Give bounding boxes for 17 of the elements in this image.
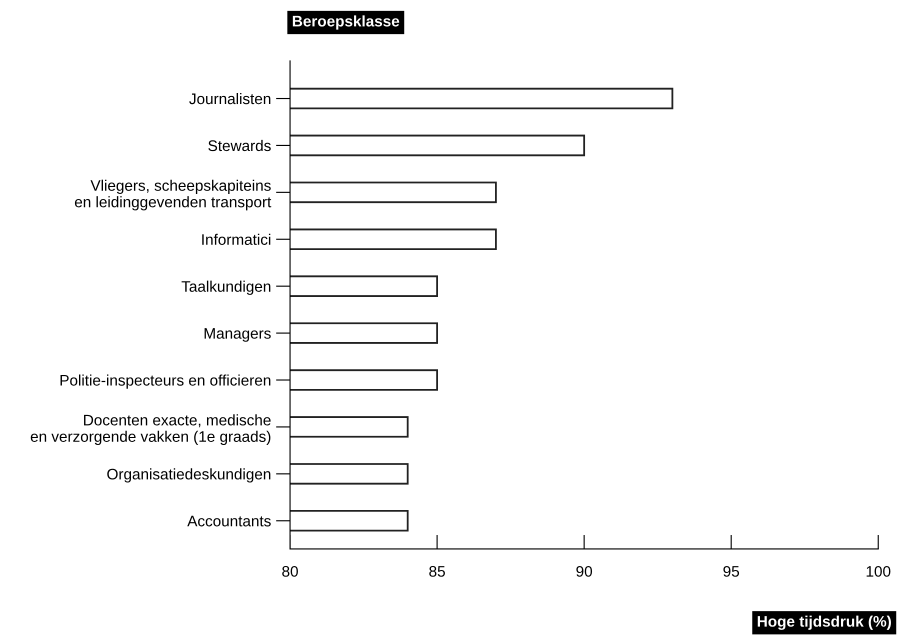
x-axis-title: Hoge tijdsdruk (%) <box>758 616 891 630</box>
y-tick-label: Docenten exacte, medische en verzorgende vakken (1e graads) <box>30 414 271 445</box>
y-tick-label: Vliegers, scheepskapiteins en leidinggevenden transport <box>74 180 272 210</box>
y-tick-label: Accountants <box>187 516 271 526</box>
x-tick-label: 90 <box>576 566 592 577</box>
y-axis-title: Beroepsklasse <box>292 15 400 30</box>
y-tick-label: Politie-inspecteurs en officieren <box>60 374 270 389</box>
y-tick-label: Journalisten <box>189 92 270 104</box>
y-tick-label: Informatici <box>202 234 270 245</box>
x-tick-label: 95 <box>723 566 740 577</box>
x-tick-label: 80 <box>282 566 298 577</box>
y-tick-label: Stewards <box>208 140 271 152</box>
y-tick-label: Organisatiedeskundigen <box>107 468 270 483</box>
x-tick-label: 85 <box>429 566 445 577</box>
y-tick-label: Managers <box>204 328 271 342</box>
x-tick-label: 100 <box>866 566 890 577</box>
y-tick-label: Taalkundigen <box>182 280 270 295</box>
